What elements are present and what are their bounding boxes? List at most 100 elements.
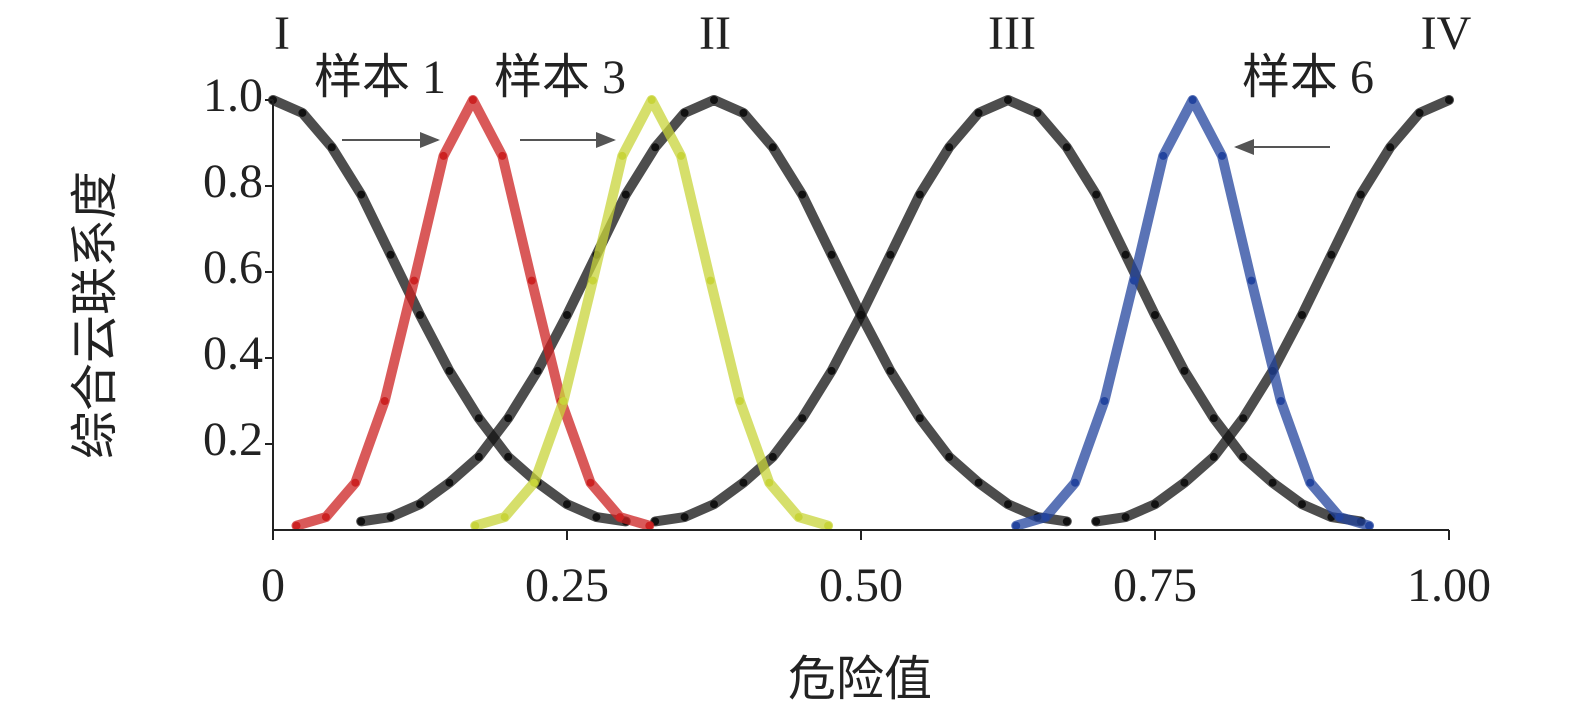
point	[857, 311, 865, 319]
x-tick-label: 0.50	[819, 559, 903, 612]
point	[380, 397, 389, 405]
point	[445, 478, 454, 487]
x-axis-label: 危险值	[788, 653, 932, 706]
point	[1335, 513, 1344, 522]
point	[592, 513, 601, 522]
grade-label: I	[274, 7, 290, 60]
point	[765, 478, 774, 487]
point	[706, 276, 715, 285]
point	[1239, 452, 1248, 461]
point	[1062, 143, 1071, 152]
point	[915, 190, 924, 199]
cloud-band	[1011, 95, 1375, 531]
point	[1151, 311, 1159, 319]
point	[1129, 276, 1138, 285]
point	[974, 478, 983, 487]
point	[886, 366, 895, 375]
point	[1298, 500, 1306, 509]
point	[794, 513, 803, 522]
x-tick-label: 1.00	[1407, 559, 1491, 612]
point	[735, 397, 744, 405]
point	[559, 397, 568, 405]
point	[533, 366, 542, 375]
y-tick-label: 0.8	[203, 155, 263, 208]
point	[504, 452, 513, 461]
point	[1365, 521, 1374, 530]
cloud-band	[470, 95, 834, 531]
y-tick-label: 0.6	[203, 241, 263, 294]
point	[680, 108, 689, 117]
point	[1180, 366, 1189, 375]
point	[1276, 397, 1285, 405]
point	[945, 143, 954, 152]
point	[586, 478, 595, 487]
point	[1218, 151, 1227, 160]
point	[1012, 521, 1021, 530]
point	[1004, 500, 1012, 509]
point	[468, 96, 477, 104]
point	[527, 276, 536, 285]
point	[618, 151, 627, 160]
grade-label: II	[699, 7, 731, 60]
point	[357, 517, 366, 526]
point	[798, 414, 807, 423]
point	[357, 190, 366, 199]
point	[677, 151, 686, 160]
point	[1151, 500, 1159, 509]
sample-label: 样本 1	[314, 51, 446, 104]
point	[615, 513, 624, 522]
point	[1268, 478, 1277, 487]
point	[500, 513, 509, 522]
point	[1327, 250, 1336, 259]
point	[298, 108, 307, 117]
point	[798, 190, 807, 199]
point	[710, 500, 718, 509]
point	[563, 311, 571, 319]
point	[1180, 478, 1189, 487]
sample-label: 样本 6	[1242, 51, 1374, 104]
point	[739, 478, 748, 487]
point	[1247, 276, 1256, 285]
point	[680, 513, 689, 522]
point	[498, 151, 507, 160]
point	[439, 151, 448, 160]
point	[474, 452, 483, 461]
x-tick-label: 0	[261, 559, 285, 612]
point	[1092, 190, 1101, 199]
point	[827, 366, 836, 375]
point	[410, 276, 419, 285]
point	[645, 521, 654, 530]
point	[945, 452, 954, 461]
point	[1121, 250, 1130, 259]
point	[416, 500, 424, 509]
point	[530, 478, 539, 487]
x-tick-label: 0.25	[525, 559, 609, 612]
point	[1188, 96, 1197, 104]
x-tick-label: 0.75	[1113, 559, 1197, 612]
point	[563, 500, 571, 509]
point	[416, 311, 424, 319]
point	[710, 96, 718, 104]
point	[621, 190, 630, 199]
point	[1033, 108, 1042, 117]
point	[768, 452, 777, 461]
point	[1298, 311, 1306, 319]
point	[471, 521, 480, 530]
point	[1209, 452, 1218, 461]
point	[647, 96, 656, 104]
point	[1071, 478, 1080, 487]
point	[1239, 414, 1248, 423]
point	[827, 250, 836, 259]
point	[886, 250, 895, 259]
point	[1386, 143, 1395, 152]
point	[1209, 414, 1218, 423]
grade-label: III	[988, 7, 1036, 60]
point	[1356, 190, 1365, 199]
point	[588, 276, 597, 285]
y-tick-label: 1.0	[203, 69, 263, 122]
point	[1159, 151, 1168, 160]
grade-label: IV	[1421, 7, 1472, 60]
point	[504, 414, 513, 423]
point	[292, 521, 301, 530]
